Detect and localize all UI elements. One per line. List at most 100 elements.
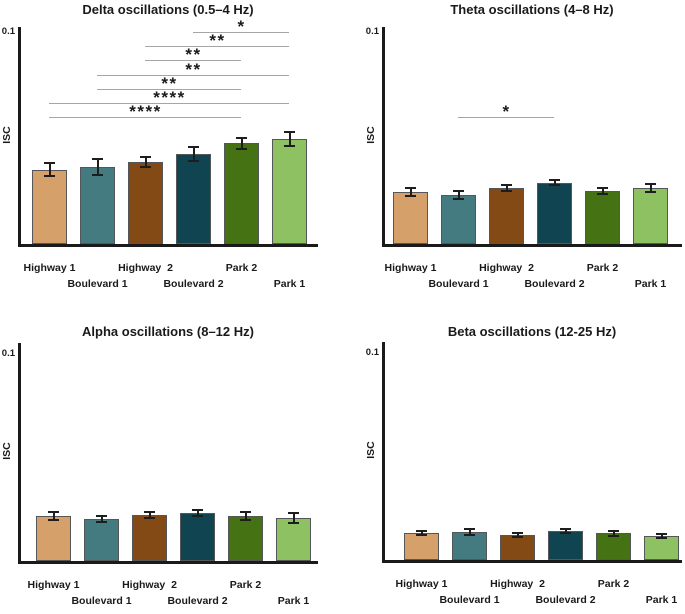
y-axis-line [18, 27, 21, 247]
error-bar-cap [645, 183, 656, 185]
x-tick-label: Boulevard 1 [439, 594, 500, 606]
error-bar [96, 159, 99, 175]
error-bar [660, 534, 663, 538]
error-bar-cap [284, 145, 295, 147]
error-bar [468, 529, 471, 535]
error-bar [409, 188, 412, 196]
significance-line [192, 32, 289, 34]
bar-highway-1 [36, 516, 71, 561]
significance-line [48, 103, 289, 105]
x-tick-label: Boulevard 2 [535, 594, 596, 606]
error-bar-cap [453, 190, 464, 192]
x-tick-label: Park 2 [225, 262, 258, 274]
error-bar-cap [236, 137, 247, 139]
error-bar [420, 531, 423, 535]
y-axis-line [18, 343, 21, 564]
y-axis-label: ISC [365, 126, 377, 144]
bar-highway-2 [132, 515, 167, 561]
error-bar [292, 513, 295, 523]
error-bar-cap [92, 174, 103, 176]
error-bar [144, 157, 147, 167]
error-bar-cap [188, 160, 199, 162]
error-bar [288, 132, 291, 146]
error-bar-cap [656, 533, 667, 535]
bar-park-1 [633, 188, 668, 244]
x-tick-label: Highway 2 [118, 262, 173, 274]
error-bar-cap [549, 184, 560, 186]
error-bar [100, 516, 103, 522]
error-bar-cap [645, 191, 656, 193]
significance-line [144, 60, 241, 62]
error-bar-cap [416, 530, 427, 532]
bar-boulevard-2 [537, 183, 572, 244]
error-bar-cap [405, 195, 416, 197]
error-bar-cap [656, 537, 667, 539]
bar-park-2 [596, 533, 631, 560]
bar-highway-2 [128, 162, 163, 244]
error-bar-cap [144, 511, 155, 513]
significance-line [457, 117, 554, 119]
x-tick-label: Highway 1 [395, 578, 448, 590]
error-bar-cap [144, 517, 155, 519]
error-bar [457, 191, 460, 199]
error-bar-cap [284, 131, 295, 133]
error-bar-cap [549, 179, 560, 181]
error-bar-cap [48, 519, 59, 521]
error-bar-cap [48, 511, 59, 513]
y-axis-label: ISC [1, 442, 13, 460]
error-bar-cap [288, 522, 299, 524]
error-bar [148, 512, 151, 518]
error-bar-cap [44, 175, 55, 177]
x-tick-label: Boulevard 1 [428, 278, 489, 290]
y-axis-tick-label: 0.1 [1, 26, 15, 37]
bar-park-2 [224, 143, 259, 244]
bar-boulevard-1 [80, 167, 115, 244]
bar-park-2 [585, 191, 620, 244]
significance-label: ** [209, 31, 226, 50]
error-bar-cap [92, 158, 103, 160]
error-bar-cap [288, 512, 299, 514]
error-bar-cap [512, 536, 523, 538]
x-tick-label: Highway 2 [122, 579, 177, 591]
error-bar-cap [608, 530, 619, 532]
error-bar-cap [236, 148, 247, 150]
error-bar-cap [188, 146, 199, 148]
bar-highway-1 [404, 533, 439, 560]
error-bar-cap [597, 187, 608, 189]
error-bar [48, 163, 51, 176]
bar-boulevard-2 [176, 154, 211, 244]
panel-alpha-oscillations: Alpha oscillations (8–12 Hz) 0.1 ISC Hig… [0, 307, 342, 614]
error-bar [612, 531, 615, 536]
error-bar-cap [560, 532, 571, 534]
y-axis-tick-label: 0.1 [365, 26, 379, 37]
error-bar [240, 138, 243, 149]
x-tick-label: Highway 2 [490, 578, 545, 590]
error-bar [553, 180, 556, 185]
bar-park-1 [276, 518, 311, 561]
y-axis-line [382, 27, 385, 247]
error-bar-cap [501, 190, 512, 192]
significance-label: ** [185, 60, 202, 79]
x-tick-label: Park 1 [277, 595, 310, 607]
x-tick-label: Park 2 [597, 578, 630, 590]
error-bar-cap [608, 535, 619, 537]
error-bar-cap [453, 198, 464, 200]
error-bar-cap [240, 511, 251, 513]
panel-delta-oscillations: Delta oscillations (0.5–4 Hz) 0.1 ISC Hi… [0, 0, 342, 307]
x-tick-label: Boulevard 1 [71, 595, 132, 607]
significance-line [96, 75, 289, 77]
error-bar [505, 185, 508, 191]
error-bar [564, 529, 567, 533]
x-axis-line [382, 244, 682, 247]
significance-label: **** [153, 88, 186, 107]
x-tick-label: Park 2 [229, 579, 262, 591]
bar-park-1 [644, 536, 679, 560]
bar-boulevard-2 [180, 513, 215, 561]
error-bar-cap [192, 509, 203, 511]
bar-highway-2 [489, 188, 524, 244]
error-bar-cap [140, 156, 151, 158]
bar-park-1 [272, 139, 307, 244]
error-bar-cap [240, 519, 251, 521]
error-bar [52, 512, 55, 520]
